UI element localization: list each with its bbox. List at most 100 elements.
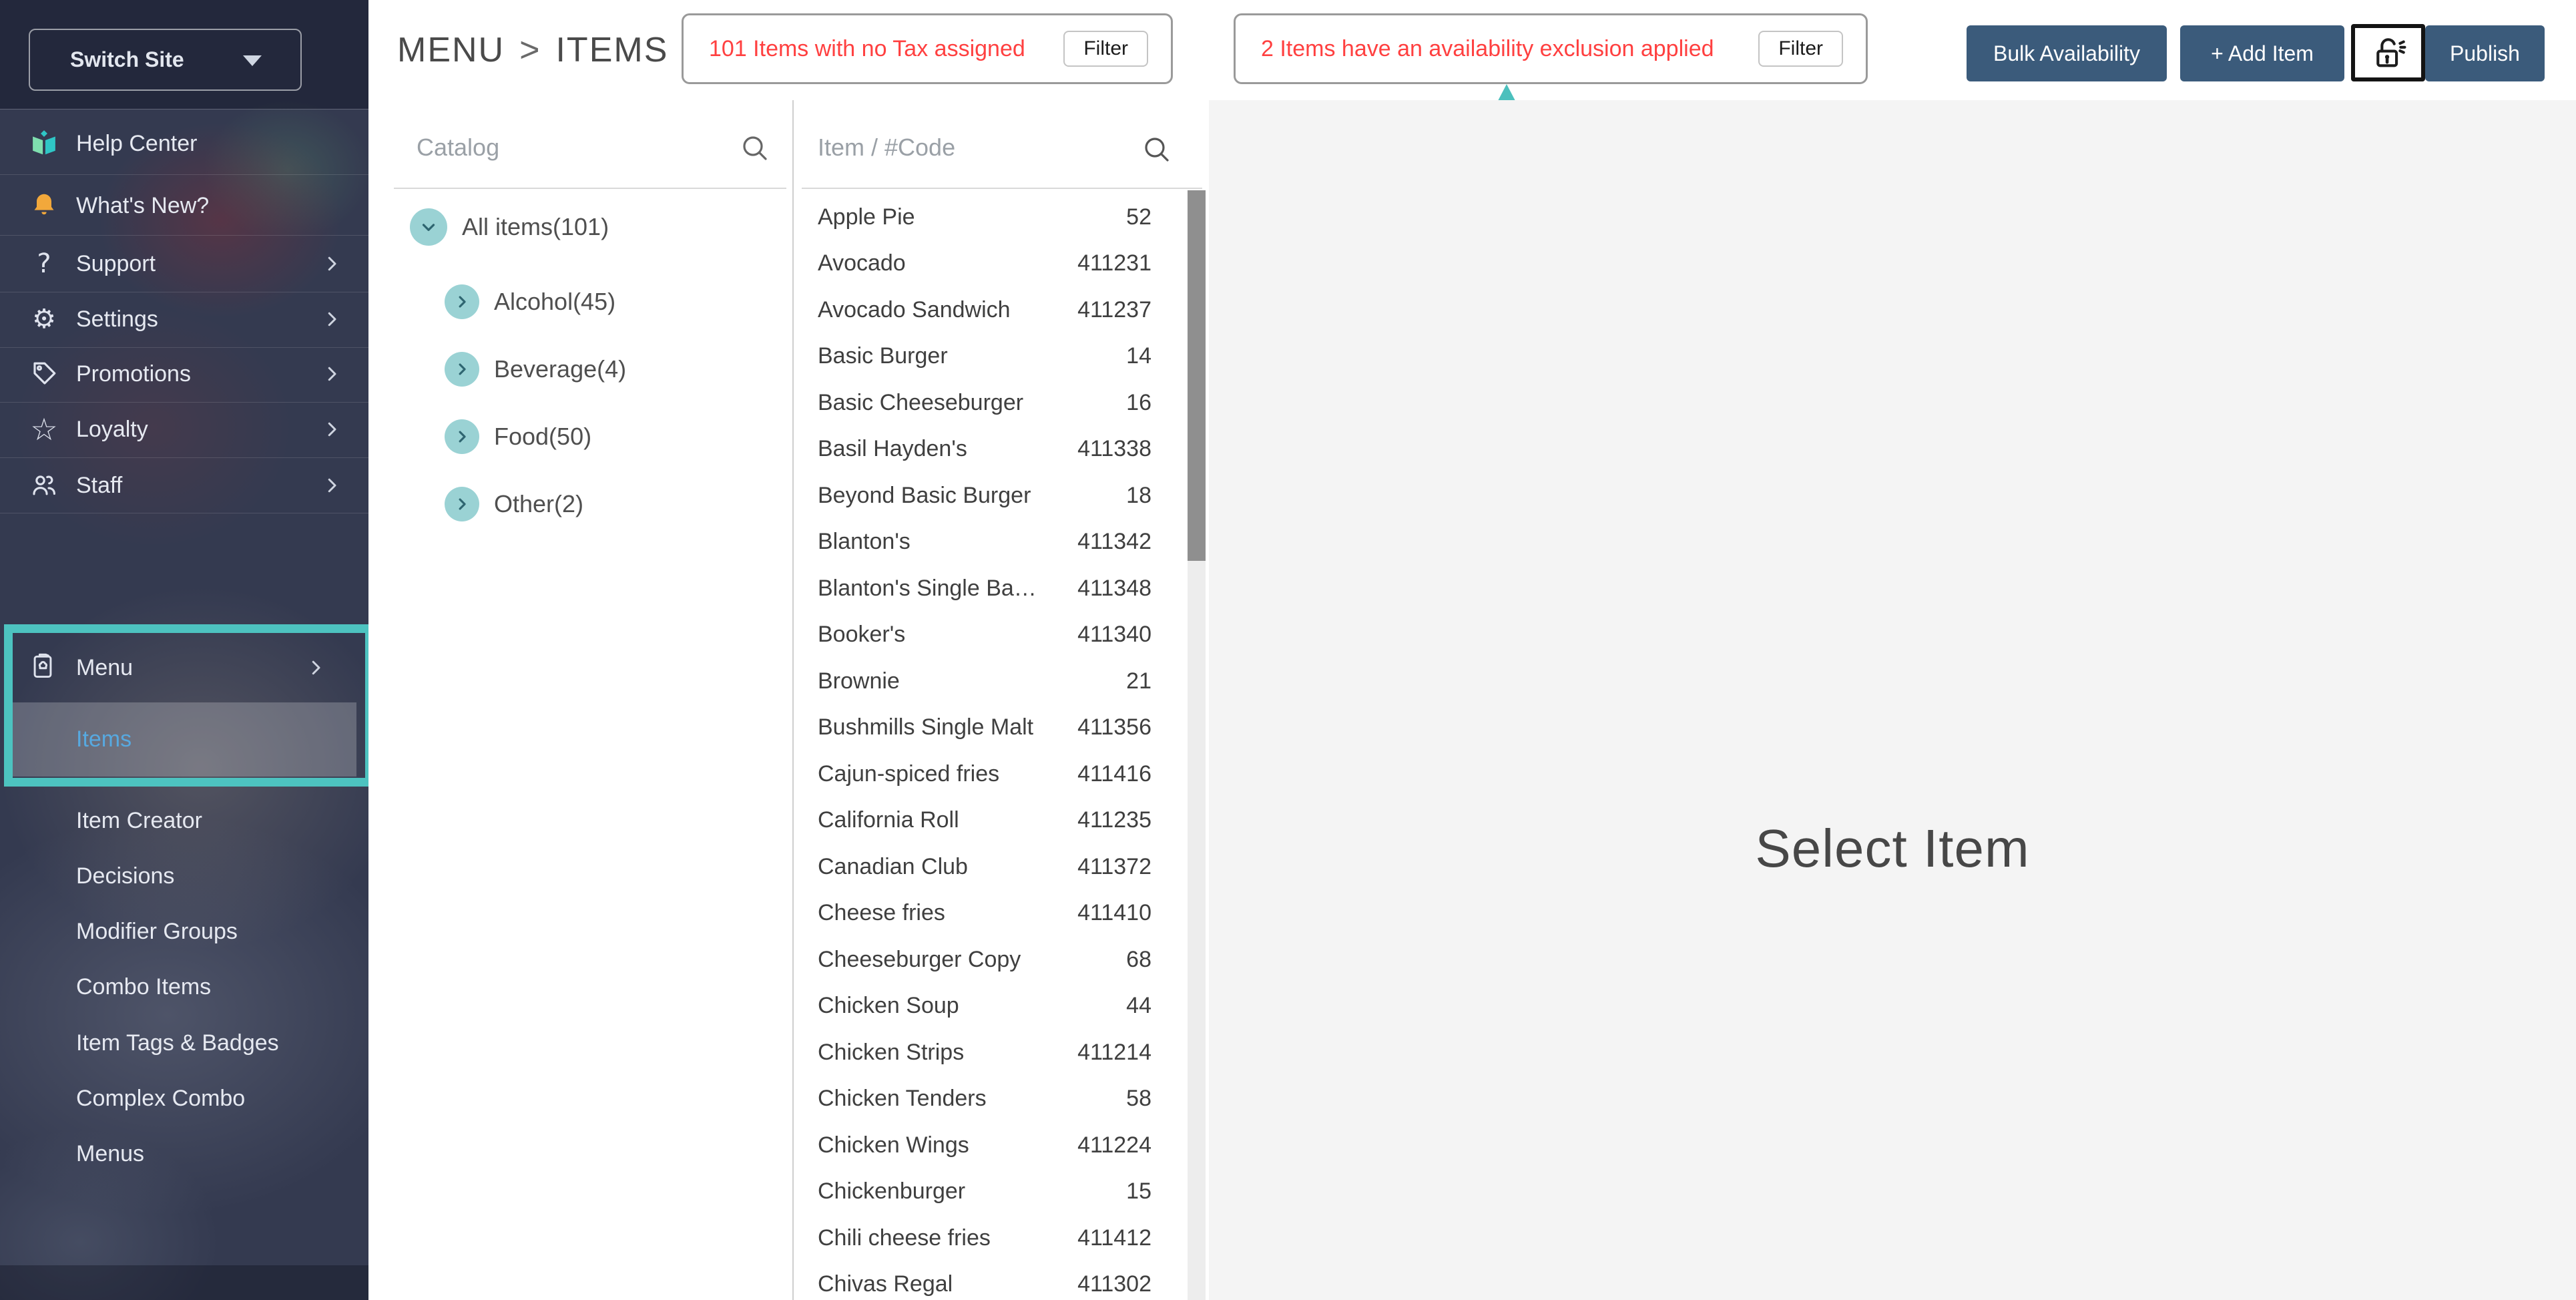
sidebar-item-modifier-groups[interactable]: Modifier Groups (0, 908, 368, 955)
item-row[interactable]: Basic Cheeseburger 16 (818, 379, 1151, 426)
item-code: 44 (1126, 992, 1151, 1018)
item-row[interactable]: Basic Burger 14 (818, 333, 1151, 379)
item-row[interactable]: Chicken Wings 411224 (818, 1122, 1151, 1168)
breadcrumb-separator: > (519, 31, 541, 69)
sidebar-item-items-active[interactable]: Items (13, 702, 356, 777)
item-row[interactable]: Chili cheese fries 411412 (818, 1215, 1151, 1261)
publish-button[interactable]: Publish (2425, 25, 2545, 81)
sidebar-item-support[interactable]: ? Support (0, 236, 368, 291)
sidebar-item-settings[interactable]: ⚙ Settings (0, 292, 368, 347)
filter-button-availability[interactable]: Filter (1758, 31, 1843, 67)
sidebar-item-menu[interactable]: Menu (0, 640, 360, 696)
item-row[interactable]: Cajun-spiced fries 411416 (818, 750, 1151, 797)
scrollbar-track[interactable] (1188, 190, 1206, 1300)
divider (394, 188, 786, 189)
divider (0, 402, 368, 403)
chevron-right-icon (322, 254, 342, 274)
tree-node-beverage[interactable]: Beverage(4) (445, 346, 626, 393)
item-row[interactable]: Chivas Regal 411302 (818, 1261, 1151, 1300)
unlock-button[interactable] (2351, 24, 2425, 81)
breadcrumb-menu[interactable]: MENU (397, 31, 505, 69)
sidebar-item-item-creator[interactable]: Item Creator (0, 797, 368, 844)
sidebar: Switch Site Help Center (0, 0, 368, 1300)
item-row[interactable]: Brownie 21 (818, 658, 1151, 704)
sidebar-item-combo-items[interactable]: Combo Items (0, 963, 368, 1010)
chevron-right-circle-icon[interactable] (445, 352, 479, 387)
scrollbar-thumb[interactable] (1188, 190, 1206, 561)
item-name: Bushmills Single Malt (818, 714, 1034, 740)
filter-button-no-tax[interactable]: Filter (1063, 31, 1148, 67)
sidebar-item-promotions[interactable]: Promotions (0, 347, 368, 401)
item-name: Chicken Wings (818, 1132, 969, 1158)
item-row[interactable]: Chicken Tenders 58 (818, 1075, 1151, 1122)
switch-site-dropdown[interactable]: Switch Site (29, 29, 302, 91)
search-icon (1141, 134, 1173, 166)
items-list-panel: Item / #Code Apple Pie 52 Avocado 411231 A… (794, 100, 1209, 1300)
chevron-right-circle-icon[interactable] (445, 284, 479, 319)
sidebar-item-label: What's New? (76, 192, 210, 218)
catalog-search-field[interactable]: Catalog (368, 100, 792, 188)
tree-node-label: Alcohol(45) (494, 288, 616, 315)
item-row[interactable]: Cheese fries 411410 (818, 889, 1151, 936)
sidebar-item-label: Modifier Groups (76, 918, 238, 944)
item-row[interactable]: Avocado Sandwich 411237 (818, 286, 1151, 333)
item-row[interactable]: Canadian Club 411372 (818, 843, 1151, 890)
item-code: 21 (1126, 668, 1151, 694)
add-item-button[interactable]: + Add Item (2180, 25, 2344, 81)
bell-icon (28, 190, 60, 222)
sidebar-item-menus[interactable]: Menus (0, 1130, 368, 1177)
sidebar-item-decisions[interactable]: Decisions (0, 853, 368, 899)
bulk-availability-button[interactable]: Bulk Availability (1967, 25, 2167, 81)
tree-node-all-items[interactable]: All items(101) (410, 204, 609, 250)
item-name: California Roll (818, 807, 959, 833)
item-row[interactable]: Chickenburger 15 (818, 1168, 1151, 1215)
sidebar-item-help-center[interactable]: Help Center (0, 116, 368, 171)
chevron-down-circle-icon[interactable] (410, 208, 447, 246)
item-code: 411342 (1077, 528, 1151, 554)
divider (0, 457, 368, 458)
item-code: 411348 (1077, 575, 1151, 601)
item-name: Booker's (818, 621, 906, 647)
item-name: Blanton's Single Ba… (818, 575, 1037, 601)
chevron-right-circle-icon[interactable] (445, 419, 479, 454)
tree-node-food[interactable]: Food(50) (445, 413, 591, 460)
sidebar-item-loyalty[interactable]: ☆ Loyalty (0, 402, 368, 457)
item-row[interactable]: Apple Pie 52 (818, 194, 1151, 240)
top-bar: MENU > ITEMS 101 Items with no Tax assig… (368, 0, 2576, 262)
alert-no-tax: 101 Items with no Tax assigned Filter (682, 13, 1173, 84)
item-row[interactable]: Basil Hayden's 411338 (818, 425, 1151, 472)
alert-availability-exclusion: 2 Items have an availability exclusion a… (1234, 13, 1868, 84)
breadcrumb-items[interactable]: ITEMS (555, 31, 669, 69)
item-search-placeholder: Item / #Code (818, 134, 956, 161)
sidebar-item-complex-combo[interactable]: Complex Combo (0, 1075, 368, 1122)
item-name: Blanton's (818, 528, 911, 554)
tree-node-other[interactable]: Other(2) (445, 481, 583, 527)
item-row[interactable]: Cheeseburger Copy 68 (818, 936, 1151, 983)
sidebar-item-label: Help Center (76, 130, 198, 156)
sidebar-item-item-tags-badges[interactable]: Item Tags & Badges (0, 1020, 368, 1066)
item-name: Cheese fries (818, 899, 945, 925)
sidebar-item-label: Items (76, 726, 132, 752)
question-icon: ? (37, 248, 51, 279)
item-name: Cajun-spiced fries (818, 761, 1000, 787)
item-row[interactable]: Booker's 411340 (818, 611, 1151, 658)
item-row[interactable]: Chicken Soup 44 (818, 982, 1151, 1029)
item-row[interactable]: Blanton's 411342 (818, 518, 1151, 565)
item-row[interactable]: Chicken Strips 411214 (818, 1029, 1151, 1076)
item-row[interactable]: Avocado 411231 (818, 240, 1151, 286)
item-code: 411302 (1077, 1271, 1151, 1297)
item-row[interactable]: Blanton's Single Ba… 411348 (818, 565, 1151, 612)
item-code-search-field[interactable]: Item / #Code (794, 100, 1209, 188)
tree-node-alcohol[interactable]: Alcohol(45) (445, 278, 615, 325)
clipboard-icon (28, 652, 60, 684)
chevron-right-circle-icon[interactable] (445, 487, 479, 521)
sidebar-item-whats-new[interactable]: What's New? (0, 178, 368, 233)
sidebar-item-staff[interactable]: Staff (0, 458, 368, 513)
item-row[interactable]: Beyond Basic Burger 18 (818, 472, 1151, 519)
item-row[interactable]: Bushmills Single Malt 411356 (818, 704, 1151, 750)
item-code: 411224 (1077, 1132, 1151, 1158)
item-code: 411356 (1077, 714, 1151, 740)
item-code: 14 (1126, 343, 1151, 369)
item-code: 16 (1126, 389, 1151, 415)
item-row[interactable]: California Roll 411235 (818, 797, 1151, 843)
